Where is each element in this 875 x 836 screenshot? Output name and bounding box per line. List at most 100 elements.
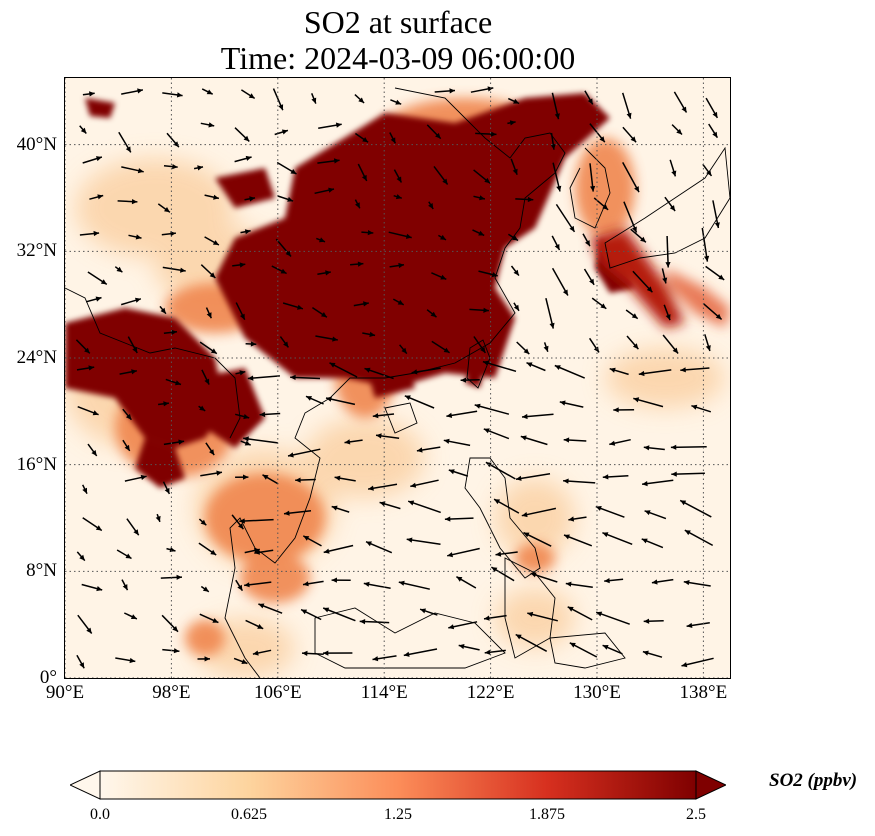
wind-vector-head <box>257 624 264 629</box>
wind-vector-head <box>602 532 609 538</box>
wind-vector-head <box>563 437 570 443</box>
wind-vector-head <box>160 307 166 314</box>
wind-vector-head <box>440 234 446 240</box>
wind-vector <box>595 611 630 625</box>
wind-vector-head <box>259 411 266 418</box>
wind-vector-head <box>671 170 677 177</box>
wind-vector-head <box>92 410 99 416</box>
wind-vector-head <box>602 204 609 210</box>
wind-vector <box>638 369 672 375</box>
wind-vector-head <box>631 313 638 319</box>
wind-vector-head <box>446 412 453 418</box>
wind-vector-head <box>483 428 490 434</box>
wind-vector-head <box>443 438 450 444</box>
wind-vector-head <box>116 266 123 273</box>
wind-vector-head <box>213 194 219 200</box>
wind-vector-head <box>311 97 317 104</box>
wind-vector-head <box>245 155 252 161</box>
wind-vector-head <box>401 347 407 354</box>
longitude-tick-label: 130°E <box>573 682 621 703</box>
wind-vector-head <box>484 177 491 184</box>
wind-vector-head <box>79 662 85 669</box>
wind-vector <box>681 657 714 667</box>
wind-vector-head <box>334 475 341 481</box>
wind-vector-head <box>593 346 599 353</box>
latitude-tick-label: 16°N <box>16 453 57 475</box>
wind-vector <box>243 437 278 444</box>
wind-vector-head <box>491 131 497 137</box>
map-panel <box>64 77 731 679</box>
wind-vector-head <box>638 370 645 377</box>
wind-vector-head <box>176 92 183 98</box>
colorbar-tick-label: 1.25 <box>384 806 412 823</box>
wind-vector-head <box>595 506 602 511</box>
wind-vector-head <box>495 551 502 557</box>
wind-vector-head <box>164 207 170 213</box>
wind-vector-head <box>204 656 210 662</box>
wind-vector-head <box>163 401 169 407</box>
wind-vector-head <box>640 236 646 243</box>
wind-vector-head <box>363 581 370 587</box>
wind-vector-head <box>484 615 490 621</box>
wind-vector-head <box>359 619 366 625</box>
wind-vector-head <box>243 414 250 420</box>
wind-vector-head <box>175 380 181 386</box>
wind-vector-head <box>585 240 590 247</box>
wind-vector-head <box>323 607 330 613</box>
wind-vector-head <box>395 99 402 105</box>
wind-vector-head <box>403 651 410 657</box>
wind-vector-head <box>280 268 287 274</box>
wind-vector-head <box>361 174 367 181</box>
wind-vector-head <box>96 156 102 162</box>
wind-vector-head <box>96 586 103 592</box>
wind-vector-head <box>630 136 637 143</box>
wind-vector-head <box>173 648 180 654</box>
wind-vector-head <box>646 286 653 293</box>
wind-vectors <box>75 86 725 669</box>
wind-vector-head <box>643 445 650 451</box>
wind-vector-head <box>302 650 308 656</box>
wind-vector-head <box>172 626 178 632</box>
wind-vector-head <box>634 186 639 193</box>
wind-vector-head <box>681 106 687 113</box>
wind-vector-head <box>155 515 161 522</box>
latitude-tick-label: 8°N <box>26 560 57 582</box>
wind-vector <box>515 473 551 480</box>
wind-vector-head <box>712 111 718 118</box>
wind-vector-head <box>672 347 679 354</box>
wind-vector-head <box>396 176 402 183</box>
wind-vector-head <box>681 662 688 668</box>
wind-vector-head <box>480 347 486 353</box>
wind-vector-head <box>449 88 455 94</box>
wind-vector-head <box>602 645 609 650</box>
wind-vector-head <box>247 375 254 381</box>
wind-vector <box>623 201 638 233</box>
wind-vector-head <box>642 481 648 487</box>
wind-vector <box>239 518 274 523</box>
wind-vector-head <box>135 297 141 303</box>
wind-vector <box>671 472 705 476</box>
wind-vector-head <box>248 93 255 99</box>
wind-vector-head <box>676 128 682 135</box>
wind-vector-head <box>590 185 596 192</box>
wind-vector-head <box>125 413 132 420</box>
wind-vector-head <box>683 580 690 586</box>
wind-vector-head <box>567 606 574 612</box>
wind-vector-head <box>93 230 100 237</box>
colorbar-tick-label: 2.5 <box>686 806 706 823</box>
wind-vector <box>701 227 709 262</box>
wind-vector-head <box>556 185 562 192</box>
wind-vector-head <box>411 369 418 375</box>
wind-vector-head <box>408 500 415 506</box>
wind-vector-head <box>137 168 144 174</box>
wind-vector-head <box>543 345 549 352</box>
wind-vector-head <box>171 329 177 335</box>
wind-vector-head <box>199 405 206 411</box>
wind-vector-head <box>604 578 610 584</box>
wind-vector-head <box>176 574 182 580</box>
map-timestamp: Time: 2024-03-09 06:00:00 <box>220 40 576 76</box>
wind-vector-head <box>278 104 284 111</box>
wind-vector-head <box>331 577 337 583</box>
wind-vector-head <box>321 312 327 318</box>
wind-vector-head <box>239 262 246 268</box>
